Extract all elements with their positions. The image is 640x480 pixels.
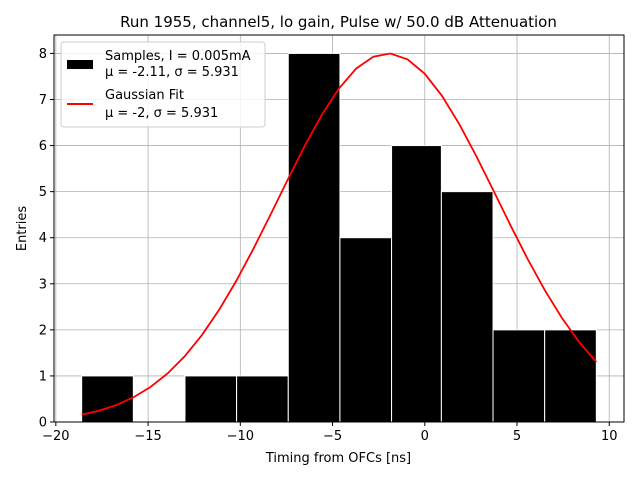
y-tick-label: 3 (39, 277, 47, 292)
x-axis-label: Timing from OFCs [ns] (265, 451, 411, 466)
x-tick-label: −15 (134, 429, 161, 444)
y-tick-label: 7 (39, 93, 47, 108)
histogram-bar-9 (544, 329, 597, 423)
x-tick-label: −20 (42, 429, 69, 444)
legend-histogram-swatch (67, 60, 93, 69)
y-tick-label: 8 (39, 47, 47, 62)
chart-title: Run 1955, channel5, lo gain, Pulse w/ 50… (120, 13, 557, 31)
histogram-bar-8 (492, 329, 546, 423)
gaussian-fit-curve (81, 52, 598, 416)
histogram-bar-6 (391, 145, 442, 423)
histogram-bar-5 (339, 237, 393, 423)
x-tick-label: −5 (323, 429, 342, 444)
histogram-bar-7 (440, 191, 494, 423)
histogram-bar-3 (236, 375, 289, 423)
legend-histogram-stats: μ = -2.11, σ = 5.931 (105, 65, 239, 80)
histogram-bar-4 (287, 52, 341, 423)
x-tick-label: 0 (421, 429, 429, 444)
x-tick-label: −10 (227, 429, 254, 444)
legend-fit-stats: μ = -2, σ = 5.931 (105, 106, 218, 121)
y-tick-label: 4 (39, 231, 47, 246)
plot-frame (53, 34, 625, 423)
y-axis-label: Entries (15, 206, 30, 252)
y-tick-label: 6 (39, 139, 47, 154)
y-tick-label: 0 (39, 416, 47, 431)
legend-fit-label: Gaussian Fit (105, 88, 184, 103)
legend-histogram-label: Samples, I = 0.005mA (105, 49, 251, 64)
y-axis-ticks: 0 1 2 3 4 5 6 7 8 (39, 47, 54, 431)
x-axis-ticks: −20 −15 −10 −5 0 5 10 (42, 422, 618, 444)
fit-line (81, 52, 598, 416)
y-tick-label: 2 (39, 323, 47, 338)
y-tick-label: 5 (39, 185, 47, 200)
histogram-bar-2 (184, 375, 238, 423)
y-tick-label: 1 (39, 369, 47, 384)
legend-box (60, 41, 266, 128)
x-tick-label: 5 (513, 429, 521, 444)
legend: Samples, I = 0.005mA μ = -2.11, σ = 5.93… (60, 41, 266, 128)
histogram-bars (81, 52, 597, 423)
histogram-bar-0 (81, 375, 134, 423)
x-tick-label: 10 (601, 429, 618, 444)
